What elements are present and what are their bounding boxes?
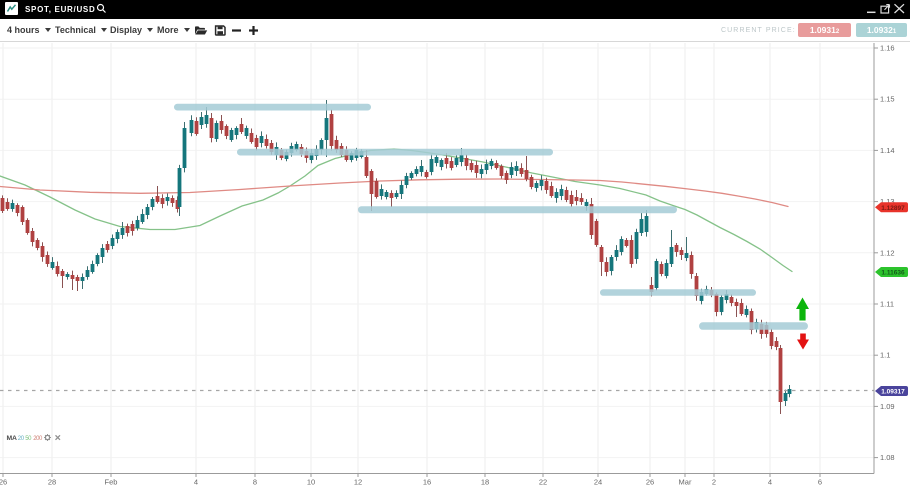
svg-text:200: 200 xyxy=(33,436,43,442)
svg-text:12: 12 xyxy=(354,478,362,487)
svg-text:1.11636: 1.11636 xyxy=(881,270,905,277)
svg-text:1.1: 1.1 xyxy=(880,351,890,360)
svg-text:1.13: 1.13 xyxy=(880,197,895,206)
svg-text:MA: MA xyxy=(7,435,17,442)
svg-text:22: 22 xyxy=(539,478,547,487)
svg-text:1.09: 1.09 xyxy=(880,402,895,411)
svg-text:1.15: 1.15 xyxy=(880,95,895,104)
svg-text:8: 8 xyxy=(253,478,257,487)
svg-text:18: 18 xyxy=(481,478,489,487)
svg-text:20: 20 xyxy=(18,436,25,442)
svg-text:Feb: Feb xyxy=(105,478,118,487)
svg-text:1.16: 1.16 xyxy=(880,44,895,53)
svg-text:16: 16 xyxy=(423,478,431,487)
svg-text:4: 4 xyxy=(194,478,198,487)
svg-text:28: 28 xyxy=(48,478,56,487)
svg-text:26: 26 xyxy=(646,478,654,487)
svg-text:26: 26 xyxy=(0,478,7,487)
svg-text:10: 10 xyxy=(307,478,315,487)
svg-text:1.11: 1.11 xyxy=(880,300,894,309)
svg-text:1.08: 1.08 xyxy=(880,453,895,462)
svg-text:2: 2 xyxy=(712,478,716,487)
svg-text:4: 4 xyxy=(768,478,772,487)
svg-text:24: 24 xyxy=(594,478,602,487)
svg-text:6: 6 xyxy=(818,478,822,487)
svg-text:1.09317: 1.09317 xyxy=(881,389,905,396)
svg-text:1.14: 1.14 xyxy=(880,146,895,155)
svg-text:1.12: 1.12 xyxy=(880,248,895,257)
svg-text:1.12897: 1.12897 xyxy=(881,205,905,212)
svg-text:50: 50 xyxy=(25,436,32,442)
svg-text:Mar: Mar xyxy=(679,478,692,487)
